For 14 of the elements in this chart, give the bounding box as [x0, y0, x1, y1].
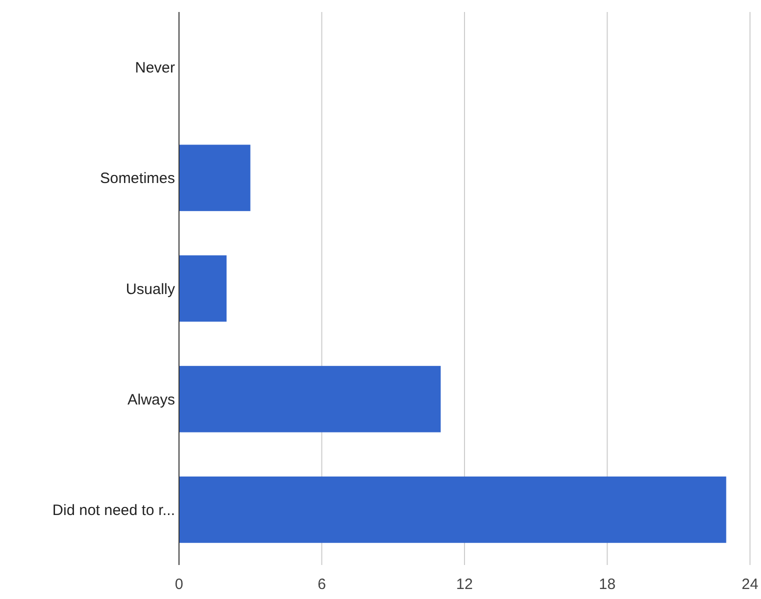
y-tick-label: Sometimes	[100, 170, 175, 188]
y-tick-label: Always	[127, 391, 175, 408]
y-tick-label: Did not need to r...	[52, 502, 175, 519]
x-tick-label: 6	[318, 576, 326, 593]
bar	[179, 144, 250, 212]
x-tick-label: 18	[598, 576, 616, 593]
y-tick-label: Usually	[126, 280, 176, 298]
x-tick-label: 12	[456, 576, 473, 593]
bar	[179, 366, 441, 432]
y-tick-label: Never	[134, 60, 175, 77]
x-tick-label: 0	[174, 576, 184, 593]
bar	[179, 476, 726, 543]
x-tick-label: 24	[742, 576, 758, 593]
bar	[179, 255, 227, 322]
